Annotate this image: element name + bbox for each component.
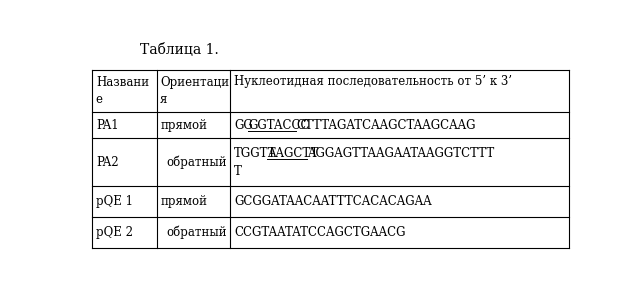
Text: обратный: обратный bbox=[166, 155, 227, 169]
Text: PA2: PA2 bbox=[96, 156, 118, 168]
Text: pQE 1: pQE 1 bbox=[96, 195, 133, 208]
Text: TGGTT: TGGTT bbox=[234, 147, 276, 160]
Text: PA1: PA1 bbox=[96, 119, 118, 132]
Text: Ориентаци
я: Ориентаци я bbox=[160, 76, 229, 106]
Text: pQE 2: pQE 2 bbox=[96, 226, 133, 239]
Text: AGGAGTTAAGAATAAGGTCTTT: AGGAGTTAAGAATAAGGTCTTT bbox=[307, 147, 494, 160]
Text: обратный: обратный bbox=[166, 226, 227, 239]
Text: прямой: прямой bbox=[160, 195, 207, 208]
Text: GGTACCC: GGTACCC bbox=[248, 119, 310, 132]
Text: CCGTAATATCCAGCTGAACG: CCGTAATATCCAGCTGAACG bbox=[234, 226, 406, 239]
Text: Нуклеотидная последовательность от 5’ к 3’: Нуклеотидная последовательность от 5’ к … bbox=[234, 75, 512, 88]
Text: Таблица 1.: Таблица 1. bbox=[140, 43, 218, 57]
Bar bbox=[92, 70, 568, 248]
Text: AAGCTT: AAGCTT bbox=[267, 147, 318, 160]
Text: GG: GG bbox=[234, 119, 253, 132]
Text: CTTTAGATCAAGCTAAGCAAG: CTTTAGATCAAGCTAAGCAAG bbox=[296, 119, 476, 132]
Text: прямой: прямой bbox=[160, 119, 207, 132]
Text: Названи
е: Названи е bbox=[96, 76, 149, 106]
Text: GCGGATAACAATTTCACACAGAA: GCGGATAACAATTTCACACAGAA bbox=[234, 195, 431, 208]
Text: T: T bbox=[234, 165, 242, 178]
